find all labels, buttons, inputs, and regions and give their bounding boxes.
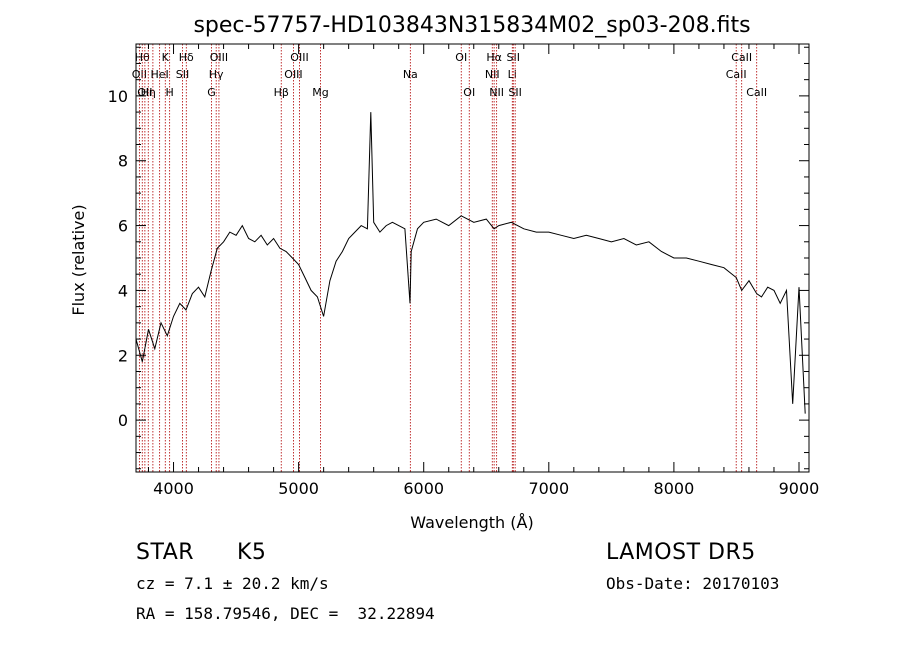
chart-title: spec-57757-HD103843N315834M02_sp03-208.f… [193,13,750,38]
coordinates: RA = 158.79546, DEC = 32.22894 [136,604,435,623]
x-tick-label: 4000 [153,479,194,498]
spectrum-series [135,112,806,414]
obs-date: Obs-Date: 20170103 [606,574,780,593]
y-tick-label: 8 [118,152,128,171]
spectral-line-label: Hθ [135,51,150,64]
y-tick-label: 6 [118,217,128,236]
y-axis: 0 2 4 6 8 10 [108,46,809,470]
spectral-line-label: OIII [210,51,228,64]
y-tick-label: 2 [118,346,128,365]
y-tick-label: 0 [118,411,128,430]
spectral-line-label: CaII [726,68,747,81]
spectral-line-label: OI [463,86,475,99]
spectral-line-label: SII [176,68,189,81]
spectral-line-label: Li [508,68,517,81]
spectral-line-label: Hβ [274,86,289,99]
y-tick-label: 4 [118,281,128,300]
spectral-line-label: H [166,86,174,99]
x-tick-label: 5000 [278,479,319,498]
survey-name: LAMOST DR5 [606,540,756,565]
y-tick-label: 10 [108,87,128,106]
spectral-line-label: Na [403,68,418,81]
x-tick-label: 8000 [654,479,695,498]
spectral-line-label: Mg [312,86,328,99]
spectral-line-label: CaII [731,51,752,64]
spectral-line-label: G [207,86,216,99]
object-subclass: K5 [237,540,267,565]
spectral-line-label: Hη [141,86,156,99]
spectral-line-label: NII [489,86,504,99]
x-tick-label: 7000 [528,479,569,498]
redshift-cz: cz = 7.1 ± 20.2 km/s [136,574,329,593]
spectral-line-label: Hα [486,51,502,64]
y-axis-label: Flux (relative) [69,204,88,315]
spectral-line-label: Hγ [209,68,224,81]
x-axis: 4000 5000 6000 7000 8000 9000 [148,44,820,498]
spectral-line-label: K [162,51,170,64]
x-tick-label: 9000 [779,479,820,498]
spectral-line-label: HeI [150,68,168,81]
spectral-line-label: OIII [290,51,308,64]
line-markers: OIIHθOIIHηHeIKHSIIHδGHγOIIIHβOIIIOIIIMgN… [132,44,767,472]
spectral-line-label: Hδ [179,51,194,64]
spectral-line-label: CaII [746,86,767,99]
plot-frame [135,43,810,473]
spectral-line-label: SII [507,51,520,64]
spectrum-line [135,112,806,414]
x-tick-label: 6000 [403,479,444,498]
spectral-line-label: SII [508,86,521,99]
spectral-line-label: OIII [284,68,302,81]
object-class: STAR [136,540,195,565]
x-axis-label: Wavelength (Å) [410,513,533,532]
spectral-line-label: OI [455,51,467,64]
spectral-line-label: NII [485,68,500,81]
